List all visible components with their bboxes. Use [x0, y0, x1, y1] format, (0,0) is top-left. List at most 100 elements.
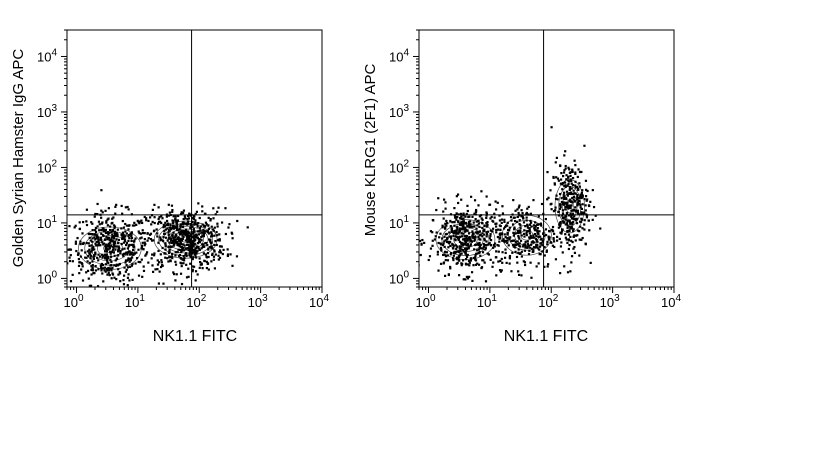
- event-dot: [561, 220, 565, 223]
- event-dot: [447, 246, 450, 249]
- event-dot: [218, 256, 222, 259]
- event-dot: [442, 253, 445, 257]
- event-dot: [527, 230, 530, 233]
- event-dot: [179, 272, 183, 275]
- event-dot: [445, 237, 449, 241]
- event-dot: [565, 238, 568, 241]
- event-dot: [198, 227, 202, 230]
- event-dot: [495, 231, 498, 234]
- event-dot: [513, 243, 517, 246]
- event-dot: [117, 245, 120, 248]
- event-dot: [94, 237, 97, 241]
- event-dot: [203, 259, 206, 263]
- event-dot: [113, 232, 116, 235]
- event-dot: [540, 242, 543, 245]
- event-dot: [474, 263, 478, 266]
- event-dot: [187, 239, 190, 242]
- event-dot: [94, 264, 97, 268]
- event-dot: [456, 225, 459, 228]
- event-dot: [201, 245, 204, 248]
- event-dot: [115, 277, 118, 281]
- event-dot: [462, 278, 465, 281]
- event-dot: [465, 241, 468, 244]
- event-dot: [179, 248, 182, 252]
- event-dot: [466, 253, 469, 256]
- event-dot: [580, 217, 583, 220]
- event-dot: [132, 245, 136, 248]
- event-dot: [187, 217, 191, 220]
- event-dot: [474, 256, 477, 259]
- event-dot: [539, 238, 542, 241]
- event-dot: [167, 233, 170, 237]
- event-dot: [126, 284, 129, 287]
- event-dot: [449, 219, 452, 223]
- event-dot: [105, 246, 108, 250]
- event-dot: [528, 223, 532, 226]
- event-dot: [469, 240, 472, 243]
- event-dot: [553, 245, 556, 249]
- event-dot: [196, 273, 199, 276]
- event-dot: [185, 253, 188, 256]
- event-dot: [574, 180, 577, 183]
- event-dot: [182, 255, 185, 258]
- event-dot: [88, 236, 91, 239]
- event-dot: [160, 261, 163, 264]
- event-dot: [127, 224, 130, 227]
- event-dot: [524, 225, 527, 228]
- event-dot: [508, 237, 511, 240]
- event-dot: [133, 239, 136, 242]
- event-dot: [499, 234, 502, 237]
- event-dot: [445, 224, 448, 227]
- event-dot: [85, 256, 88, 259]
- event-dot: [559, 178, 563, 181]
- event-dot: [141, 241, 144, 244]
- event-dot: [122, 226, 126, 229]
- event-dot: [546, 240, 549, 243]
- event-dot: [451, 247, 455, 250]
- event-dot: [128, 260, 131, 263]
- event-dot: [114, 242, 117, 245]
- event-dot: [105, 258, 109, 261]
- event-dot: [587, 219, 591, 222]
- event-dot: [518, 242, 521, 245]
- event-dot: [551, 229, 554, 232]
- event-dot: [215, 243, 218, 247]
- event-dot: [560, 197, 563, 200]
- event-dot: [109, 225, 112, 228]
- event-dot: [219, 245, 222, 248]
- event-dot: [226, 254, 229, 258]
- event-dot: [159, 236, 162, 239]
- event-dot: [94, 251, 97, 254]
- event-dot: [475, 249, 479, 252]
- event-dot: [460, 228, 464, 231]
- event-dot: [130, 253, 133, 256]
- event-dot: [108, 274, 111, 277]
- event-dot: [514, 240, 517, 244]
- event-dot: [475, 243, 478, 246]
- event-dot: [466, 229, 469, 232]
- event-dot: [456, 215, 459, 219]
- event-dot: [453, 220, 456, 224]
- event-dot: [474, 218, 477, 221]
- event-dot: [224, 207, 227, 210]
- event-dot: [101, 221, 104, 224]
- event-dot: [85, 271, 88, 274]
- event-dot: [507, 244, 510, 247]
- event-dot: [82, 241, 85, 245]
- event-dot: [172, 215, 175, 218]
- event-dot: [427, 258, 430, 262]
- event-dot: [502, 227, 506, 230]
- event-dot: [450, 230, 453, 234]
- event-dot: [170, 255, 174, 258]
- event-dot: [111, 245, 114, 248]
- event-dot: [564, 233, 567, 236]
- event-dot: [467, 232, 471, 235]
- event-dot: [492, 243, 496, 247]
- event-dot: [110, 260, 113, 263]
- event-dot: [584, 179, 588, 182]
- event-dot: [117, 254, 120, 257]
- event-dot: [214, 240, 217, 243]
- event-dot: [114, 259, 117, 262]
- event-dot: [211, 253, 214, 257]
- event-dot: [443, 235, 446, 238]
